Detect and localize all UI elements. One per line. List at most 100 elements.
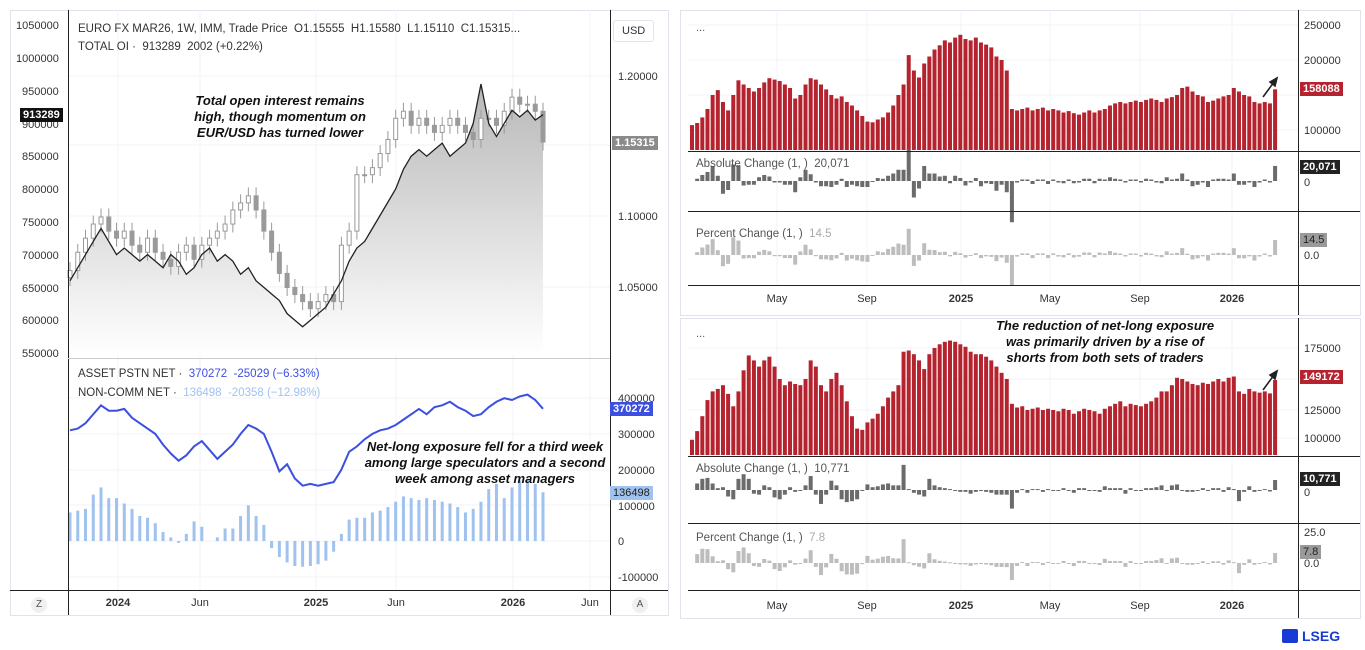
abs-change-bar xyxy=(1102,179,1107,181)
noncomm-bar xyxy=(262,524,266,541)
position-bar xyxy=(1257,103,1262,150)
pct-change-bar xyxy=(958,253,963,255)
position-bar xyxy=(942,40,947,150)
pct-change-bar xyxy=(777,255,782,257)
abs-change-legend: Absolute Change (1, ) 10,771 xyxy=(696,463,849,475)
position-bar xyxy=(1180,379,1185,455)
abs-change-bar xyxy=(1128,179,1133,181)
position-bar xyxy=(782,84,787,150)
candle xyxy=(222,223,228,232)
abs-change-bar xyxy=(1035,179,1040,181)
noncomm-bar xyxy=(417,499,421,541)
pct-change-bar xyxy=(973,253,978,255)
position-bar xyxy=(922,369,927,455)
pct-change-bar xyxy=(1133,253,1138,255)
abs-change-bar xyxy=(1273,479,1278,490)
position-bar xyxy=(963,346,968,455)
abs-change-bar xyxy=(726,181,731,190)
abs-change-bar xyxy=(1267,181,1272,183)
oi-tick: 550000 xyxy=(22,348,59,360)
pct-change-bar xyxy=(896,243,901,255)
menu-icon[interactable]: ... xyxy=(696,22,706,34)
noncomm-bar xyxy=(386,507,390,541)
position-bar xyxy=(1206,383,1210,455)
pct-change-bar xyxy=(1004,563,1009,568)
abs-change-bar xyxy=(1262,179,1267,181)
position-bar xyxy=(1128,102,1133,150)
abs-change-bar xyxy=(1164,490,1169,491)
noncomm-bar xyxy=(339,533,343,541)
noncomm-bar xyxy=(107,498,111,541)
position-bar xyxy=(690,125,694,150)
abs-change-bar xyxy=(849,181,854,185)
pct-change-bar xyxy=(813,255,818,257)
abs-change-bar xyxy=(906,149,911,181)
pct-change-bar xyxy=(1138,563,1143,564)
position-bar xyxy=(1257,392,1262,455)
zoom-reset-button[interactable]: Z xyxy=(31,597,47,613)
abs-change-bar xyxy=(757,490,762,495)
noncomm-bar xyxy=(223,528,227,541)
abs-change-bar xyxy=(793,490,798,492)
position-bar xyxy=(911,354,916,455)
abs-change-bar xyxy=(1154,181,1159,183)
position-bar xyxy=(860,429,865,455)
abs-change-bar xyxy=(1030,181,1035,184)
menu-icon[interactable]: ... xyxy=(696,328,706,340)
pct-change-bar xyxy=(710,556,715,563)
candle xyxy=(478,117,484,140)
abs-value: 10,771 xyxy=(814,463,850,475)
abs-change-bar xyxy=(978,181,983,187)
position-bar xyxy=(1206,102,1210,150)
abs-change-bar xyxy=(1061,181,1066,184)
pct-change-bar xyxy=(849,563,854,575)
pct-label: Percent Change (1, ) xyxy=(696,228,803,240)
position-bar xyxy=(1242,95,1247,150)
abs-change-bar xyxy=(1066,179,1071,181)
abs-change-bar xyxy=(1004,181,1009,193)
pct-change-bar xyxy=(1257,255,1262,257)
position-bar xyxy=(824,391,829,455)
abs-change-bar xyxy=(695,483,700,490)
abs-change-bar xyxy=(803,485,808,490)
position-bar xyxy=(968,351,973,455)
pct-change-bar xyxy=(963,563,968,565)
abs-change-bar xyxy=(1046,489,1051,491)
position-bar xyxy=(968,40,973,150)
abs-change-bar xyxy=(984,181,989,184)
oi-badge: 913289 xyxy=(20,108,63,122)
pct-change-bar xyxy=(762,559,767,563)
candle xyxy=(315,301,321,310)
position-bar xyxy=(1190,383,1195,455)
pct-change-bar xyxy=(1025,563,1030,566)
noncomm-bar xyxy=(161,532,165,541)
position-bar xyxy=(782,385,787,455)
abs-change-bar xyxy=(989,181,994,184)
position-bar xyxy=(994,56,999,150)
position-bar xyxy=(942,341,947,455)
pct-change-bar xyxy=(870,559,875,563)
pct-change-bar xyxy=(1035,561,1040,563)
position-bar xyxy=(741,370,746,455)
position-bar xyxy=(1185,381,1190,455)
candle xyxy=(300,294,306,303)
pct-change-bar xyxy=(1154,560,1159,563)
abs-change-bar xyxy=(824,490,829,495)
pct-change-bar xyxy=(731,237,736,255)
abs-label: Absolute Change (1, ) xyxy=(696,463,808,475)
pct-change-bar xyxy=(762,249,767,255)
pct-change-bar xyxy=(984,563,989,565)
symbol-title: EURO FX MAR26, 1W, IMM, Trade Price xyxy=(78,23,288,35)
candle xyxy=(129,230,135,246)
abs-change-bar xyxy=(932,173,937,181)
abs-change-bar xyxy=(788,487,793,490)
pct-change-bar xyxy=(803,558,808,563)
axis-tick: 125000 xyxy=(1304,405,1341,417)
auto-scale-button[interactable]: A xyxy=(632,597,648,613)
abs-change-bar xyxy=(875,486,880,490)
noncomm-bar xyxy=(270,541,274,549)
abs-change-bar xyxy=(1097,178,1102,181)
position-bar xyxy=(891,105,896,150)
currency-button[interactable]: USD xyxy=(613,20,655,42)
abs-change-bar xyxy=(999,181,1004,185)
